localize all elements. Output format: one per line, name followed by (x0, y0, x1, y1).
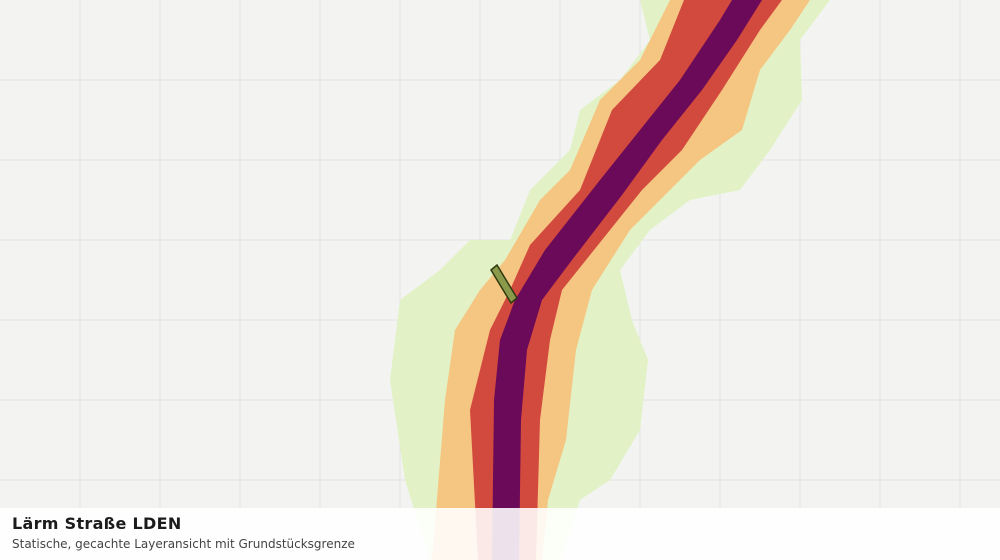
parcel-boundary (490, 263, 518, 305)
layer-title: Lärm Straße LDEN (12, 514, 182, 533)
layer-subtitle: Statische, gecachte Layeransicht mit Gru… (12, 537, 355, 551)
noise-zone-very-high (492, 0, 762, 560)
legend-panel: Lärm Straße LDEN Statische, gecachte Lay… (0, 508, 1000, 560)
